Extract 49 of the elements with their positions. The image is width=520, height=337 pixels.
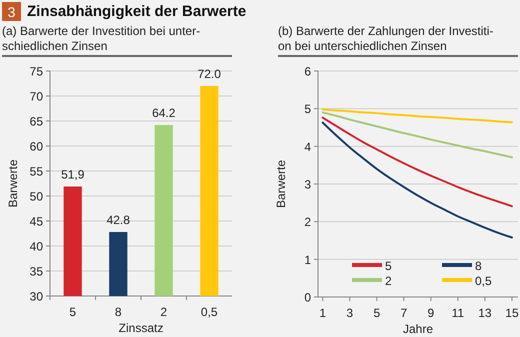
data-label: 51,9	[61, 168, 85, 182]
x-tick-label: 2	[160, 305, 168, 319]
x-tick-label: 11	[452, 306, 464, 320]
legend-label: 5	[385, 259, 392, 273]
text: 3	[8, 4, 16, 20]
data-label: 64.2	[152, 106, 176, 120]
chart-subtitle: (a) Barwerte der Investition bei unter- schiedlichen Zinsen	[2, 24, 200, 53]
line-series	[322, 111, 513, 158]
x-tick-label: 7	[400, 306, 408, 320]
x-axis-title: Jahre	[402, 322, 434, 336]
data-label: 72.0	[198, 67, 222, 81]
y-tick-label: 4	[304, 140, 312, 154]
y-tick-label: 55	[30, 164, 44, 178]
y-tick-label: 1	[304, 252, 312, 267]
x-tick-label: 0,5	[200, 305, 218, 319]
y-tick-label: 0	[304, 290, 312, 304]
legend-label: 0,5	[475, 274, 492, 288]
chart-subtitle: (b) Barwerte der Zahlungen der Investiti- on bei unterschiedlichen Zinsen	[278, 24, 494, 53]
line-series	[322, 108, 513, 124]
x-tick-label: 5	[373, 306, 380, 320]
legend-label: 2	[385, 274, 392, 288]
y-tick-label: 50	[30, 190, 44, 204]
legend-label: 8	[475, 259, 482, 273]
data-label: 42.8	[106, 213, 130, 227]
y-axis-title: Barwerte	[6, 159, 20, 208]
x-tick-label: 3	[346, 306, 354, 320]
x-tick-label: 8	[114, 305, 122, 319]
y-tick-label: 75	[30, 64, 44, 78]
x-tick-label: 15	[505, 306, 519, 320]
x-tick-label: 1	[319, 306, 326, 320]
chart-title: Zinsabhängigkeit der Barwerte	[27, 3, 246, 20]
y-tick-label: 35	[30, 264, 44, 278]
x-axis-title: Zinssatz	[118, 321, 164, 335]
y-axis-title: Barwerte	[274, 160, 288, 208]
y-tick-label: 2	[304, 215, 312, 230]
x-tick-label: 13	[478, 306, 492, 320]
y-tick-label: 60	[30, 140, 44, 154]
x-tick-label: 9	[428, 306, 435, 320]
y-tick-label: 40	[30, 240, 44, 254]
line-series	[322, 122, 513, 238]
y-tick-label: 65	[30, 114, 44, 128]
y-tick-label: 70	[30, 90, 44, 104]
y-tick-label: 45	[30, 214, 44, 228]
y-tick-label: 5	[304, 102, 312, 116]
y-tick-label: 30	[30, 290, 44, 304]
x-tick-label: 5	[69, 305, 76, 319]
y-tick-label: 6	[304, 64, 312, 78]
y-tick-label: 3	[304, 178, 312, 192]
line-series	[322, 116, 513, 208]
